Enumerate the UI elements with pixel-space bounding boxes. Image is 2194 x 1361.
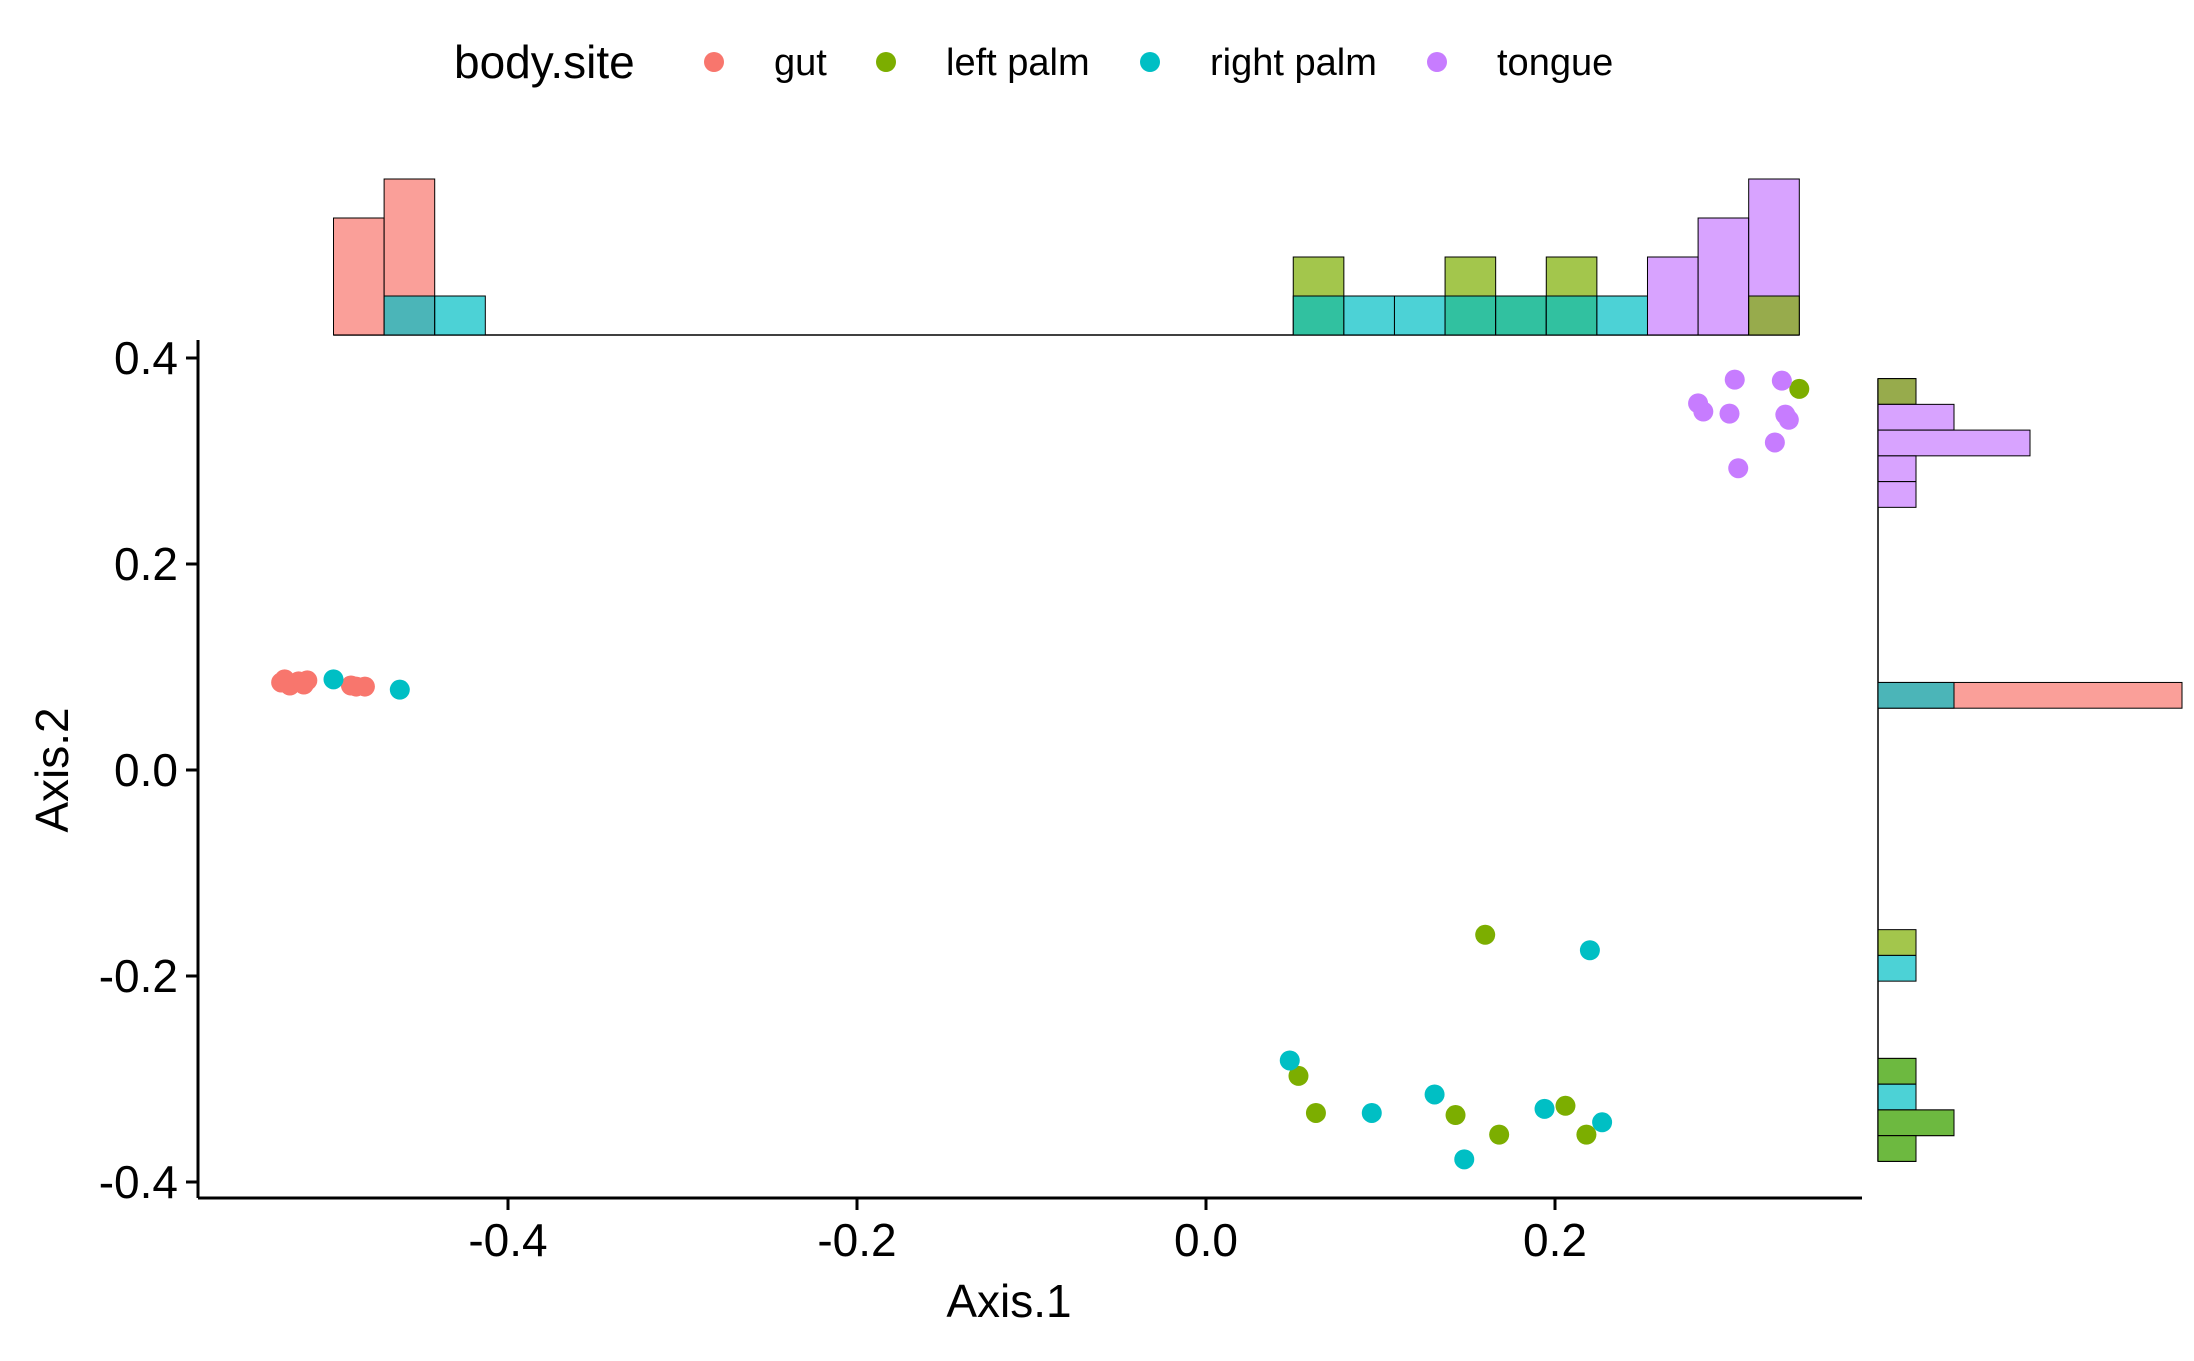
- top-hist-bar-tongue: [1646, 256, 1699, 336]
- legend-label-left-palm: left palm: [946, 42, 1090, 84]
- top-hist-bar-right-palm: [434, 295, 486, 336]
- top-hist-bar-right-palm: [383, 295, 436, 336]
- right-hist-bar-left-palm: [1877, 1109, 1955, 1137]
- axes: -0.4 -0.2 0.0 0.2 -0.4 -0.2 0.0 0.2 0.4: [99, 332, 1862, 1266]
- legend-key-gut: [704, 52, 724, 72]
- data-point-left-palm: [1475, 924, 1496, 945]
- data-point-right-palm: [1361, 1102, 1382, 1123]
- y-tick-label: 0.0: [114, 744, 178, 796]
- data-point-tongue: [1719, 403, 1740, 424]
- top-hist-bar-right-palm: [1343, 295, 1395, 336]
- top-hist-bar-gut: [333, 217, 385, 336]
- legend-key-tongue: [1427, 52, 1447, 72]
- data-point-left-palm: [1555, 1095, 1576, 1116]
- top-hist-bar-right-palm: [1393, 295, 1446, 336]
- legend-label-right-palm: right palm: [1210, 42, 1377, 84]
- top-hist-bar-right-palm: [1292, 295, 1345, 336]
- right-hist-bar-right-palm: [1877, 954, 1917, 982]
- top-hist-bar-right-palm: [1545, 295, 1598, 336]
- y-axis-title: Axis.2: [26, 707, 78, 832]
- data-point-left-palm: [1305, 1102, 1326, 1123]
- data-point-right-palm: [1534, 1098, 1555, 1119]
- x-tick-label: -0.2: [817, 1214, 896, 1266]
- data-point-tongue: [1778, 409, 1799, 430]
- legend-label-tongue: tongue: [1497, 42, 1613, 84]
- right-hist-bar-tongue: [1877, 481, 1917, 508]
- y-tick-label: -0.2: [99, 950, 178, 1002]
- data-point-right-palm: [323, 669, 344, 690]
- right-hist-bar-right-palm: [1877, 1083, 1917, 1111]
- data-point-left-palm: [1489, 1124, 1510, 1145]
- y-tick-label: -0.4: [99, 1156, 178, 1208]
- right-hist-bar-left-palm: [1877, 929, 1917, 956]
- data-point-right-palm: [1579, 940, 1600, 961]
- data-point-left-palm: [1576, 1124, 1597, 1145]
- data-point-tongue: [1728, 458, 1749, 479]
- data-point-tongue: [1693, 401, 1714, 422]
- legend-key-left-palm: [876, 52, 896, 72]
- legend-label-gut: gut: [774, 42, 827, 84]
- x-tick-label: -0.4: [468, 1214, 547, 1266]
- data-point-right-palm: [1454, 1149, 1475, 1170]
- data-point-gut: [297, 670, 318, 691]
- x-axis-title: Axis.1: [946, 1275, 1071, 1327]
- legend: body.site gut left palm right palm tongue: [454, 36, 1613, 88]
- right-hist-bar-right-palm: [1877, 681, 1955, 709]
- data-point-right-palm: [1424, 1084, 1445, 1105]
- data-point-tongue: [1764, 432, 1785, 453]
- x-tick-label: 0.2: [1523, 1214, 1587, 1266]
- top-hist-bar-right-palm: [1596, 295, 1648, 336]
- right-hist-bar-left-palm: [1877, 378, 1917, 405]
- right-hist-bar-left-palm: [1877, 1057, 1917, 1085]
- right-marginal-histogram: [1877, 378, 2183, 1162]
- legend-key-right-palm: [1140, 52, 1160, 72]
- data-point-tongue: [1771, 370, 1792, 391]
- data-point-gut: [354, 676, 375, 697]
- data-point-right-palm: [1279, 1050, 1300, 1071]
- data-point-right-palm: [1592, 1112, 1613, 1133]
- top-hist-bar-right-palm: [1495, 295, 1547, 336]
- right-hist-bar-left-palm: [1877, 1135, 1917, 1162]
- plot-area: [271, 369, 1810, 1170]
- right-hist-bar-tongue: [1877, 455, 1917, 483]
- top-marginal-histogram: [333, 178, 1800, 336]
- x-tick-label: 0.0: [1174, 1214, 1238, 1266]
- data-point-left-palm: [1789, 378, 1810, 399]
- data-point-left-palm: [1445, 1105, 1466, 1126]
- data-point-tongue: [1724, 369, 1745, 390]
- y-tick-label: 0.4: [114, 332, 178, 384]
- data-point-left-palm: [1288, 1065, 1309, 1086]
- y-tick-label: 0.2: [114, 538, 178, 590]
- right-hist-bar-tongue: [1877, 403, 1955, 431]
- data-point-right-palm: [389, 679, 410, 700]
- top-hist-bar-right-palm: [1444, 295, 1497, 336]
- top-hist-bar-tongue: [1697, 217, 1750, 336]
- right-hist-bar-tongue: [1877, 429, 2031, 457]
- legend-title: body.site: [454, 36, 635, 88]
- top-hist-bar-left-palm: [1748, 295, 1800, 336]
